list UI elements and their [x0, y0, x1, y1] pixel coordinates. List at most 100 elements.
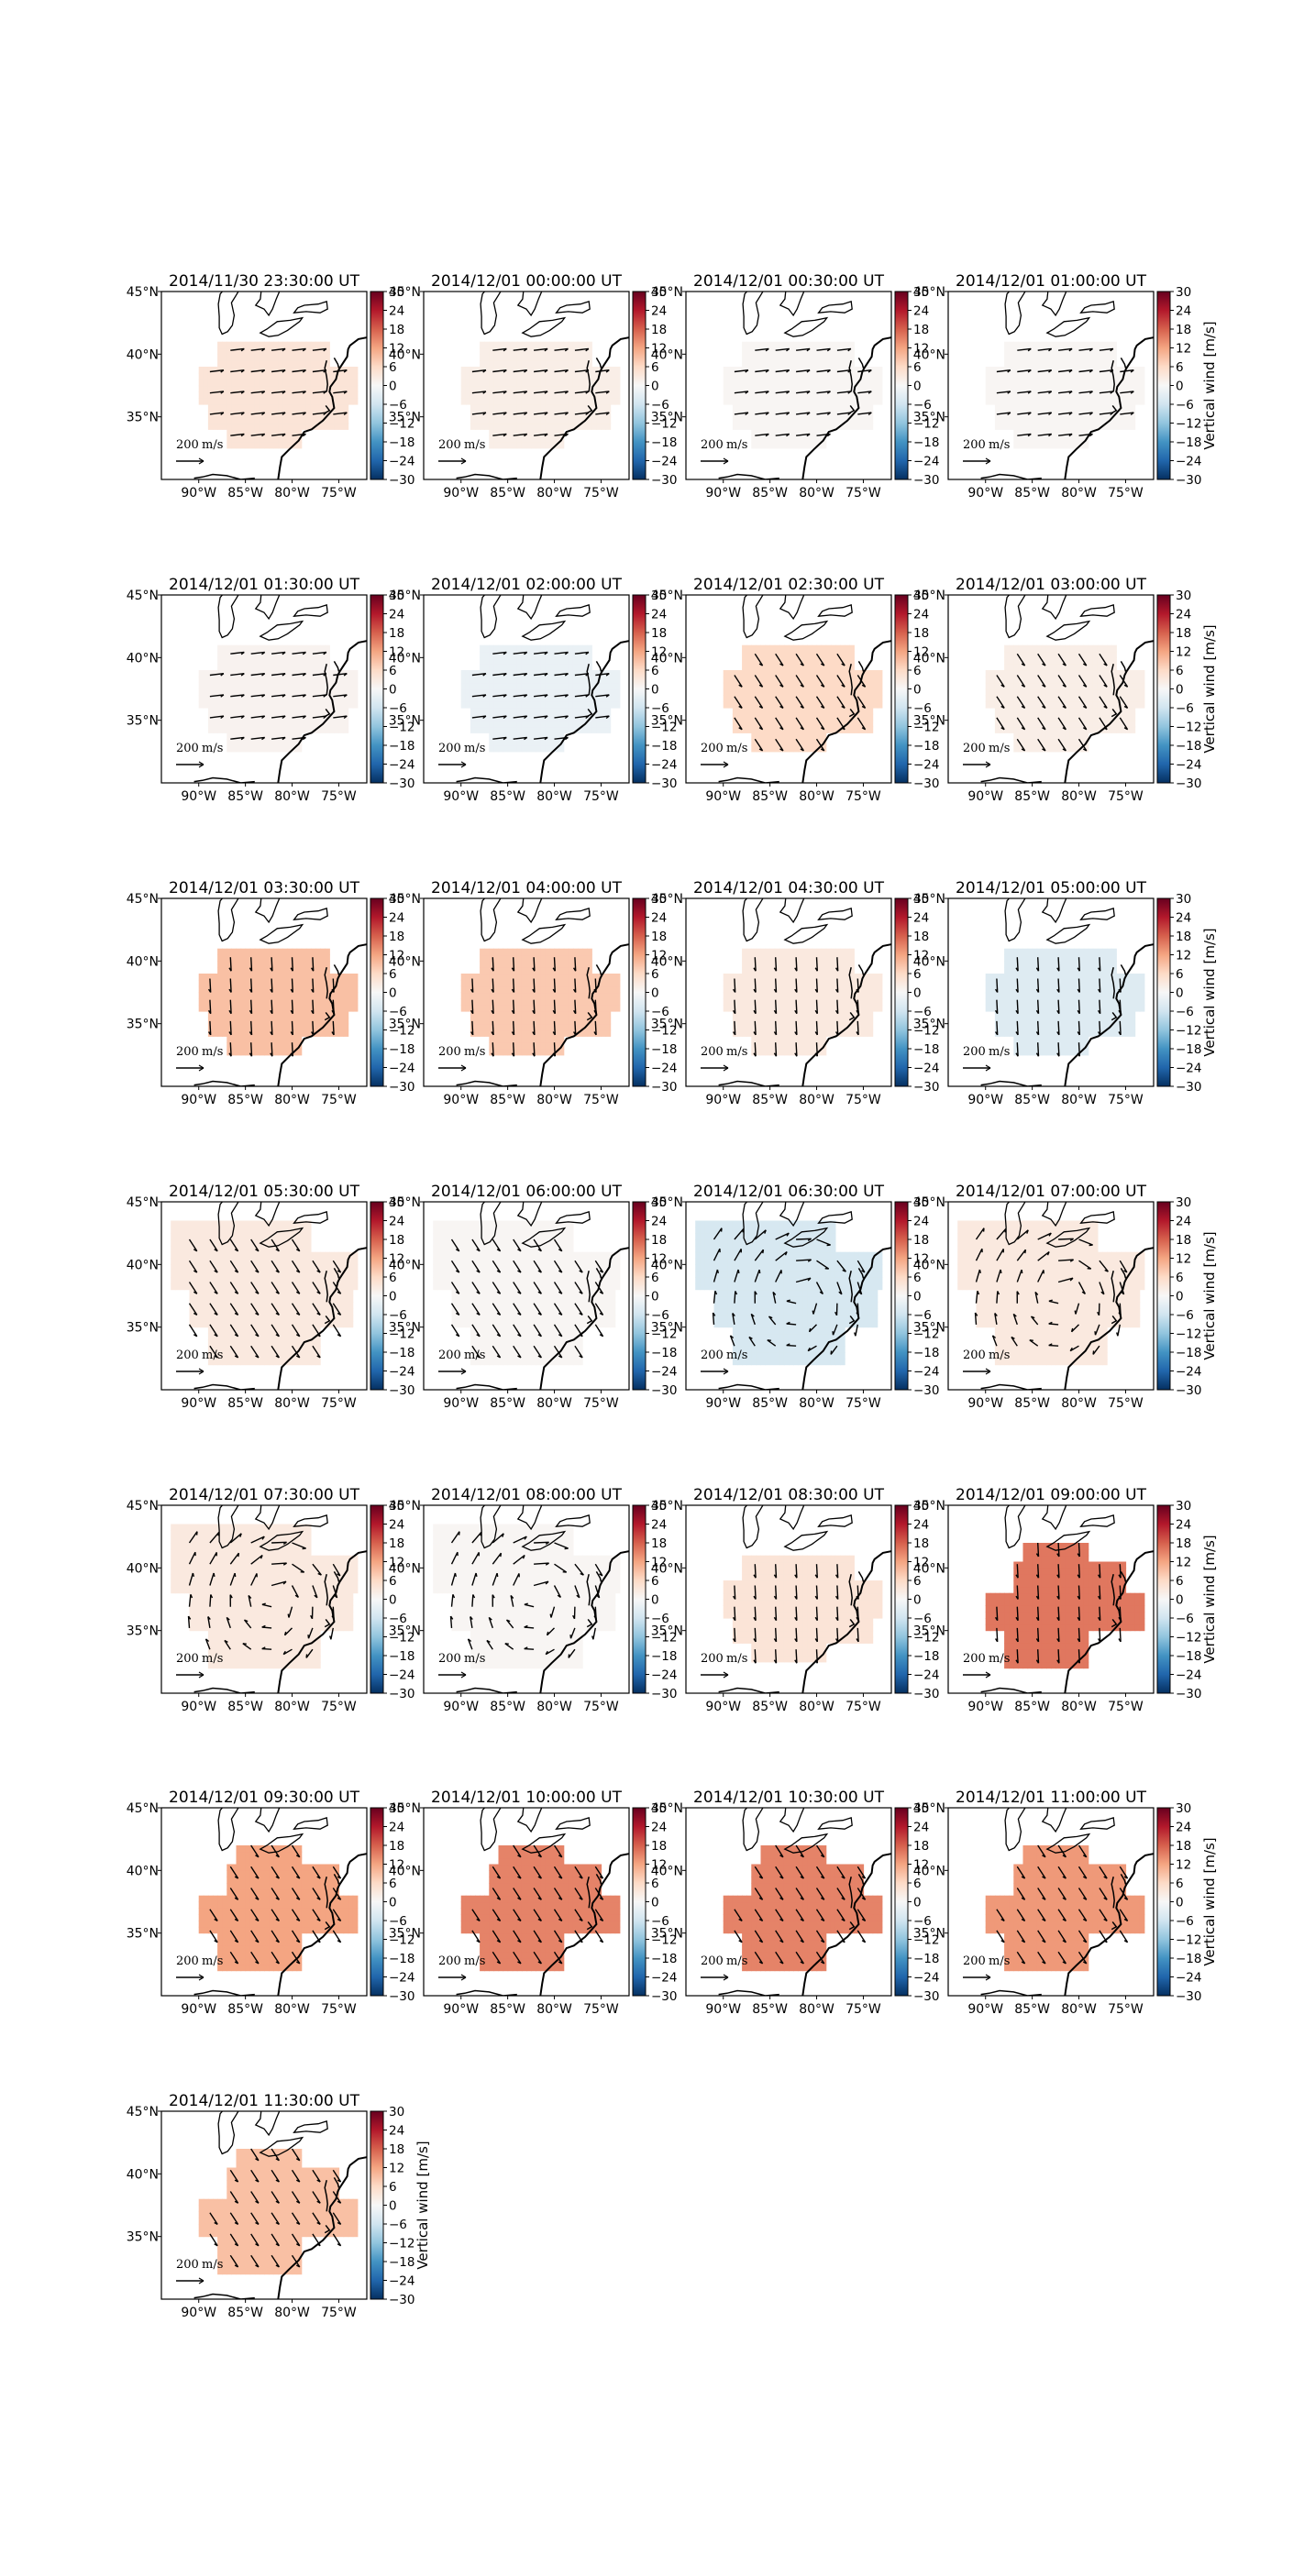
wind-cell — [1074, 398, 1080, 405]
wind-cell — [774, 682, 780, 690]
wind-cell — [227, 1049, 232, 1056]
wind-cell — [742, 410, 747, 418]
wind-cell — [470, 385, 476, 392]
wind-vector — [312, 957, 315, 972]
wind-cell — [591, 688, 597, 696]
wind-cell — [1074, 423, 1080, 430]
wind-cell — [1055, 372, 1061, 380]
wind-cell — [480, 354, 485, 361]
wind-cell — [779, 416, 785, 424]
wind-cell — [231, 967, 238, 974]
wind-cell — [269, 354, 274, 361]
wind-cell — [1060, 416, 1066, 424]
wind-cell — [596, 367, 602, 374]
wind-cell — [222, 360, 227, 368]
wind-cell — [605, 695, 612, 702]
wind-cell — [1055, 664, 1061, 671]
wind-cell — [236, 1011, 242, 1018]
wind-cell — [512, 360, 518, 368]
wind-cell — [563, 360, 569, 368]
wind-cell — [821, 708, 827, 715]
wind-cell — [798, 429, 803, 436]
wind-vector — [492, 715, 507, 719]
wind-cell — [325, 416, 330, 424]
wind-cell — [1060, 341, 1066, 349]
wind-cell — [516, 398, 523, 405]
wind-cell — [526, 398, 532, 405]
wind-cell — [536, 341, 541, 349]
wind-cell — [526, 708, 532, 715]
wind-cell — [245, 688, 251, 696]
wind-cell — [325, 670, 330, 677]
wind-cell — [325, 367, 330, 374]
wind-vector — [554, 736, 569, 740]
wind-cell — [287, 416, 293, 424]
wind-cell — [475, 423, 481, 430]
wind-cell — [231, 651, 238, 658]
wind-cell — [872, 391, 879, 399]
wind-cell — [854, 701, 859, 709]
wind-cell — [249, 948, 256, 956]
wind-cell — [1055, 410, 1061, 418]
wind-cell — [227, 732, 232, 740]
wind-cell — [217, 695, 223, 702]
wind-cell — [287, 442, 293, 449]
wind-cell — [259, 385, 265, 392]
wind-cell — [264, 1029, 270, 1037]
wind-cell — [231, 1017, 238, 1025]
wind-cell — [985, 676, 991, 684]
lake-outline — [254, 292, 281, 317]
wind-cell — [558, 360, 565, 368]
wind-cell — [269, 442, 274, 449]
wind-cell — [493, 347, 500, 355]
wind-cell — [236, 979, 242, 987]
wind-cell — [727, 385, 734, 392]
wind-vector — [492, 412, 507, 415]
wind-cell — [994, 372, 1000, 380]
wind-cell — [756, 682, 762, 690]
wind-cell — [751, 657, 757, 665]
wind-cell — [521, 1017, 527, 1025]
wind-cell — [498, 726, 504, 733]
wind-cell — [540, 416, 546, 424]
wind-cell — [521, 1011, 527, 1018]
wind-cell — [320, 391, 326, 399]
wind-cell — [591, 1017, 597, 1025]
wind-cell — [1088, 720, 1094, 728]
wind-cell — [540, 695, 546, 702]
wind-cell — [802, 429, 808, 436]
wind-cell — [840, 416, 845, 424]
wind-cell — [1004, 385, 1010, 392]
wind-cell — [231, 985, 238, 994]
wind-cell — [868, 676, 874, 684]
wind-cell — [614, 398, 621, 405]
wind-cell — [352, 688, 359, 696]
wind-cell — [1041, 429, 1047, 436]
wind-cell — [812, 442, 818, 449]
wind-cell — [334, 695, 340, 702]
wind-cell — [549, 682, 556, 690]
wind-cell — [558, 701, 565, 709]
wind-cell — [769, 379, 776, 387]
wind-cell — [236, 1036, 242, 1043]
wind-cell — [259, 644, 265, 653]
wind-cell — [203, 372, 209, 380]
wind-cell — [282, 967, 289, 974]
wind-cell — [572, 720, 579, 728]
wind-cell — [325, 1029, 330, 1037]
wind-cell — [596, 1029, 602, 1037]
wind-cell — [484, 410, 490, 418]
wind-cell — [756, 664, 762, 671]
wind-cell — [512, 732, 518, 740]
wind-cell — [521, 651, 527, 658]
wind-cell — [245, 442, 251, 449]
wind-cell — [591, 1023, 597, 1031]
wind-cell — [1036, 372, 1043, 380]
wind-cell — [236, 985, 242, 994]
wind-cell — [516, 682, 523, 690]
wind-cell — [536, 688, 541, 696]
wind-cell — [1027, 682, 1033, 690]
colorbar-tick-label: −24 — [651, 758, 678, 773]
wind-cell — [760, 713, 767, 721]
wind-cell — [198, 998, 204, 1006]
